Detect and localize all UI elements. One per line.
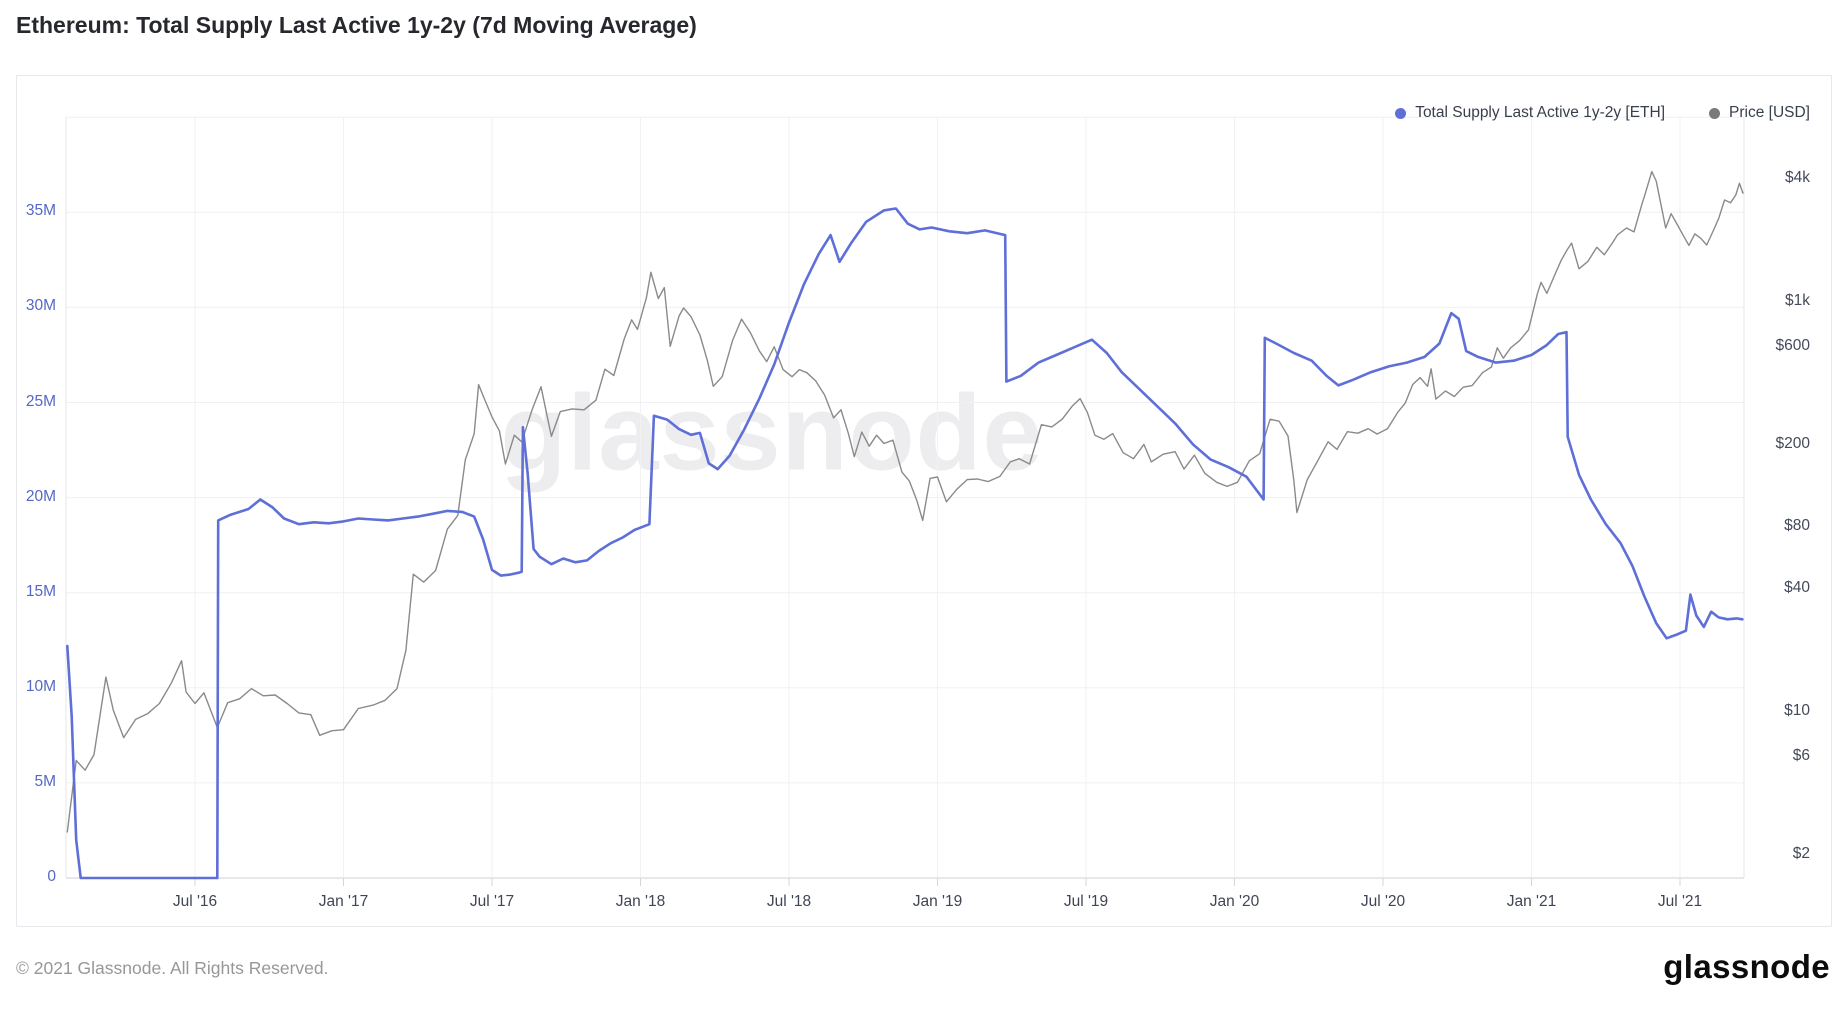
legend-label-price: Price [USD] [1729,104,1810,121]
left-axis-tick-label: 20M [25,487,56,505]
legend-item-price[interactable]: Price [USD] [1709,104,1810,122]
x-axis-tick-label: Jul '20 [1360,893,1406,910]
right-axis-tick-label: $80 [1784,516,1810,534]
x-axis-tick-label: Jul '17 [469,893,515,910]
legend-item-supply[interactable]: Total Supply Last Active 1y-2y [ETH] [1395,104,1665,122]
right-axis-tick-label: $4k [1785,168,1810,186]
right-axis-tick-label: $6 [1792,747,1810,765]
legend-label-supply: Total Supply Last Active 1y-2y [ETH] [1415,104,1666,121]
right-axis-tick-label: $2 [1792,845,1810,863]
glassnode-watermark: glassnode [500,371,1044,493]
chart-panel [16,75,1832,927]
x-axis-tick-label: Jan '19 [912,893,963,910]
left-axis-tick-label: 25M [25,392,56,410]
x-axis-tick-label: Jul '19 [1063,893,1109,910]
left-axis-tick-label: 15M [25,582,56,600]
right-axis-tick-label: $1k [1785,292,1810,309]
x-axis-tick-label: Jan '18 [615,893,666,910]
left-axis-tick-label: 5M [34,772,56,790]
right-axis-tick-label: $40 [1784,578,1810,596]
supply-series-dot-icon [1395,107,1407,119]
right-axis-tick-label: $10 [1784,702,1810,719]
x-axis-tick-label: Jul '18 [766,893,812,910]
x-axis-tick-label: Jan '21 [1506,893,1557,910]
left-axis-tick-label: 30M [25,297,56,315]
left-axis-tick-label: 35M [25,202,56,220]
left-axis-tick-label: 0 [47,868,56,885]
left-axis-tick-label: 10M [25,677,56,695]
chart-legend: Total Supply Last Active 1y-2y [ETH] Pri… [1395,104,1810,122]
chart-title: Ethereum: Total Supply Last Active 1y-2y… [16,12,697,38]
x-axis-tick-label: Jul '16 [172,893,218,910]
price-series-dot-icon [1709,107,1721,119]
copyright-text: © 2021 Glassnode. All Rights Reserved. [16,958,329,978]
right-axis-tick-label: $600 [1775,337,1810,355]
x-axis-tick-label: Jan '20 [1209,893,1260,910]
right-axis-tick-label: $200 [1775,435,1810,453]
x-axis-tick-label: Jul '21 [1657,893,1703,910]
glassnode-logo: glassnode [1663,948,1830,985]
x-axis-tick-label: Jan '17 [318,893,369,910]
